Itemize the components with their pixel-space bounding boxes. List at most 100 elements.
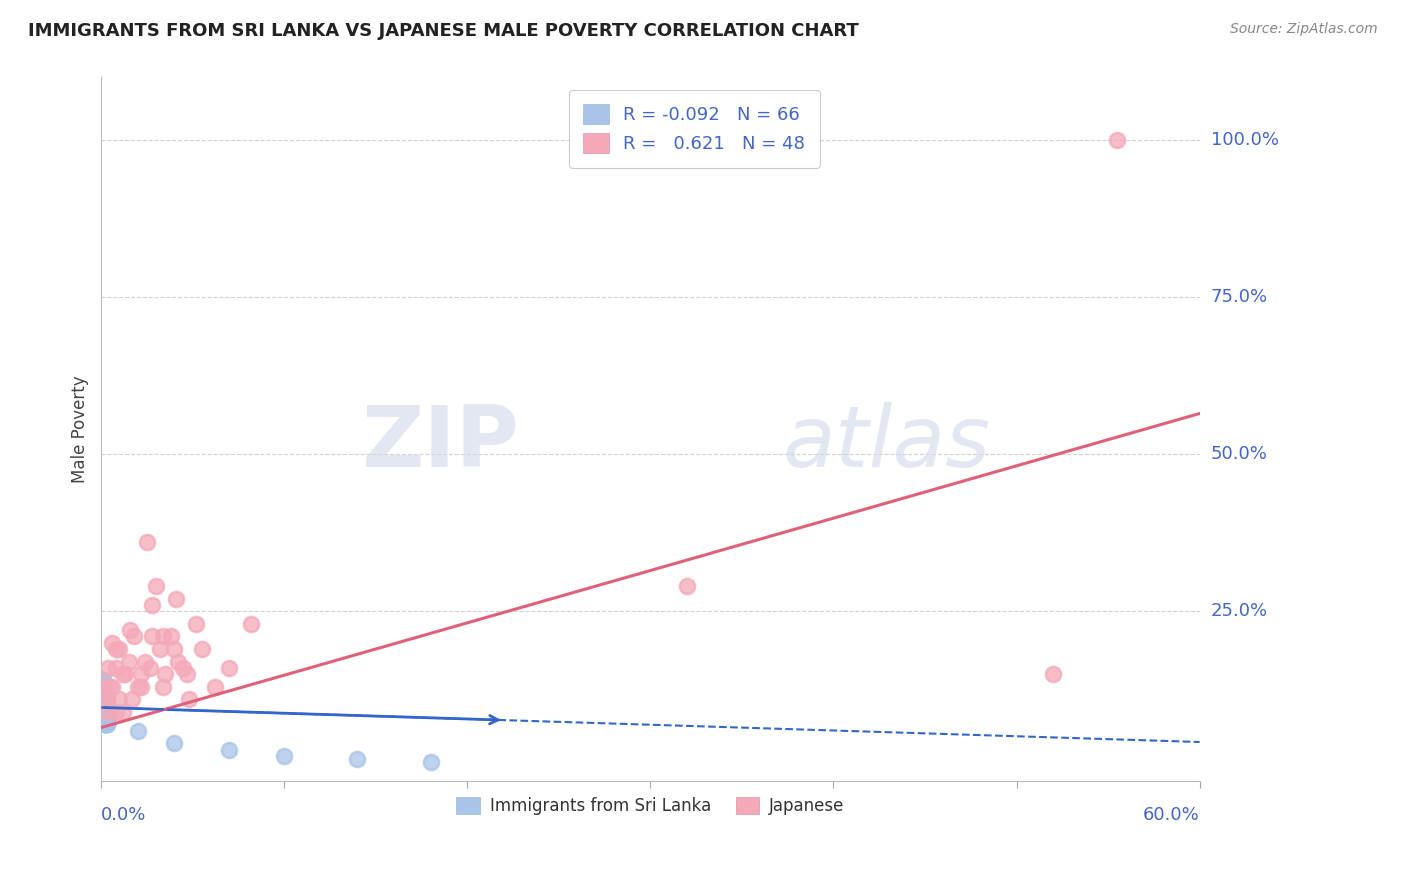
Point xyxy=(96,705,118,719)
Point xyxy=(186,616,208,631)
Point xyxy=(111,705,134,719)
Point xyxy=(96,692,118,706)
Point xyxy=(176,667,198,681)
Point xyxy=(97,661,120,675)
Point xyxy=(91,680,114,694)
Point xyxy=(104,642,127,657)
Point xyxy=(93,698,115,713)
Point xyxy=(111,667,134,681)
Point xyxy=(152,680,174,694)
Y-axis label: Male Poverty: Male Poverty xyxy=(72,376,89,483)
Point xyxy=(96,711,118,725)
Point xyxy=(93,717,115,731)
Point xyxy=(96,705,118,719)
Point xyxy=(91,711,114,725)
Point xyxy=(93,711,115,725)
Point xyxy=(91,680,114,694)
Point xyxy=(93,698,115,713)
Point xyxy=(91,680,114,694)
Point xyxy=(93,705,115,719)
Point xyxy=(93,698,115,713)
Point xyxy=(96,717,118,731)
Point xyxy=(91,692,114,706)
Point xyxy=(93,692,115,706)
Point xyxy=(108,692,131,706)
Point xyxy=(165,591,187,606)
Point xyxy=(131,680,153,694)
Point xyxy=(93,692,115,706)
Text: 0.0%: 0.0% xyxy=(101,806,146,824)
Point xyxy=(96,717,118,731)
Point xyxy=(93,717,115,731)
Point xyxy=(101,636,124,650)
Point xyxy=(152,630,174,644)
Point xyxy=(104,705,127,719)
Point xyxy=(96,705,118,719)
Point xyxy=(93,717,115,731)
Point xyxy=(141,598,163,612)
Point xyxy=(91,680,114,694)
Point xyxy=(131,667,153,681)
Point xyxy=(93,686,115,700)
Point xyxy=(93,692,115,706)
Point xyxy=(96,692,118,706)
Point xyxy=(97,711,120,725)
Text: 25.0%: 25.0% xyxy=(1211,602,1268,620)
Text: Source: ZipAtlas.com: Source: ZipAtlas.com xyxy=(1230,22,1378,37)
Point xyxy=(91,711,114,725)
Point xyxy=(346,752,368,766)
Point xyxy=(240,616,263,631)
Point xyxy=(153,667,176,681)
Point xyxy=(98,680,121,694)
Point xyxy=(93,711,115,725)
Point xyxy=(419,755,441,769)
Point xyxy=(96,692,118,706)
Point xyxy=(104,661,127,675)
Point xyxy=(167,655,190,669)
Point xyxy=(96,705,118,719)
Text: 100.0%: 100.0% xyxy=(1211,131,1278,149)
Point xyxy=(190,642,212,657)
Point xyxy=(91,692,114,706)
Text: atlas: atlas xyxy=(782,401,990,484)
Point xyxy=(163,736,186,750)
Point xyxy=(163,642,186,657)
Point xyxy=(93,686,115,700)
Point xyxy=(122,630,145,644)
Point xyxy=(96,705,118,719)
Text: IMMIGRANTS FROM SRI LANKA VS JAPANESE MALE POVERTY CORRELATION CHART: IMMIGRANTS FROM SRI LANKA VS JAPANESE MA… xyxy=(28,22,859,40)
Point xyxy=(93,705,115,719)
Point xyxy=(96,698,118,713)
Point xyxy=(114,667,136,681)
Point xyxy=(91,686,114,700)
Point xyxy=(91,673,114,688)
Point xyxy=(96,711,118,725)
Point xyxy=(218,742,240,756)
Text: 75.0%: 75.0% xyxy=(1211,288,1268,306)
Point xyxy=(134,655,156,669)
Point xyxy=(159,630,181,644)
Point xyxy=(91,686,114,700)
Point xyxy=(93,686,115,700)
Point xyxy=(93,686,115,700)
Point xyxy=(96,705,118,719)
Point xyxy=(108,642,131,657)
Point xyxy=(145,579,167,593)
Point xyxy=(91,698,114,713)
Point xyxy=(91,711,114,725)
Point xyxy=(121,692,143,706)
Point xyxy=(93,711,115,725)
Point xyxy=(93,705,115,719)
Point xyxy=(91,698,114,713)
Point xyxy=(91,692,114,706)
Point xyxy=(91,698,114,713)
Point xyxy=(93,686,115,700)
Point xyxy=(91,673,114,688)
Point xyxy=(91,680,114,694)
Point xyxy=(91,680,114,694)
Point xyxy=(1042,667,1064,681)
Point xyxy=(96,711,118,725)
Text: 60.0%: 60.0% xyxy=(1143,806,1199,824)
Point xyxy=(117,655,139,669)
Point xyxy=(218,661,240,675)
